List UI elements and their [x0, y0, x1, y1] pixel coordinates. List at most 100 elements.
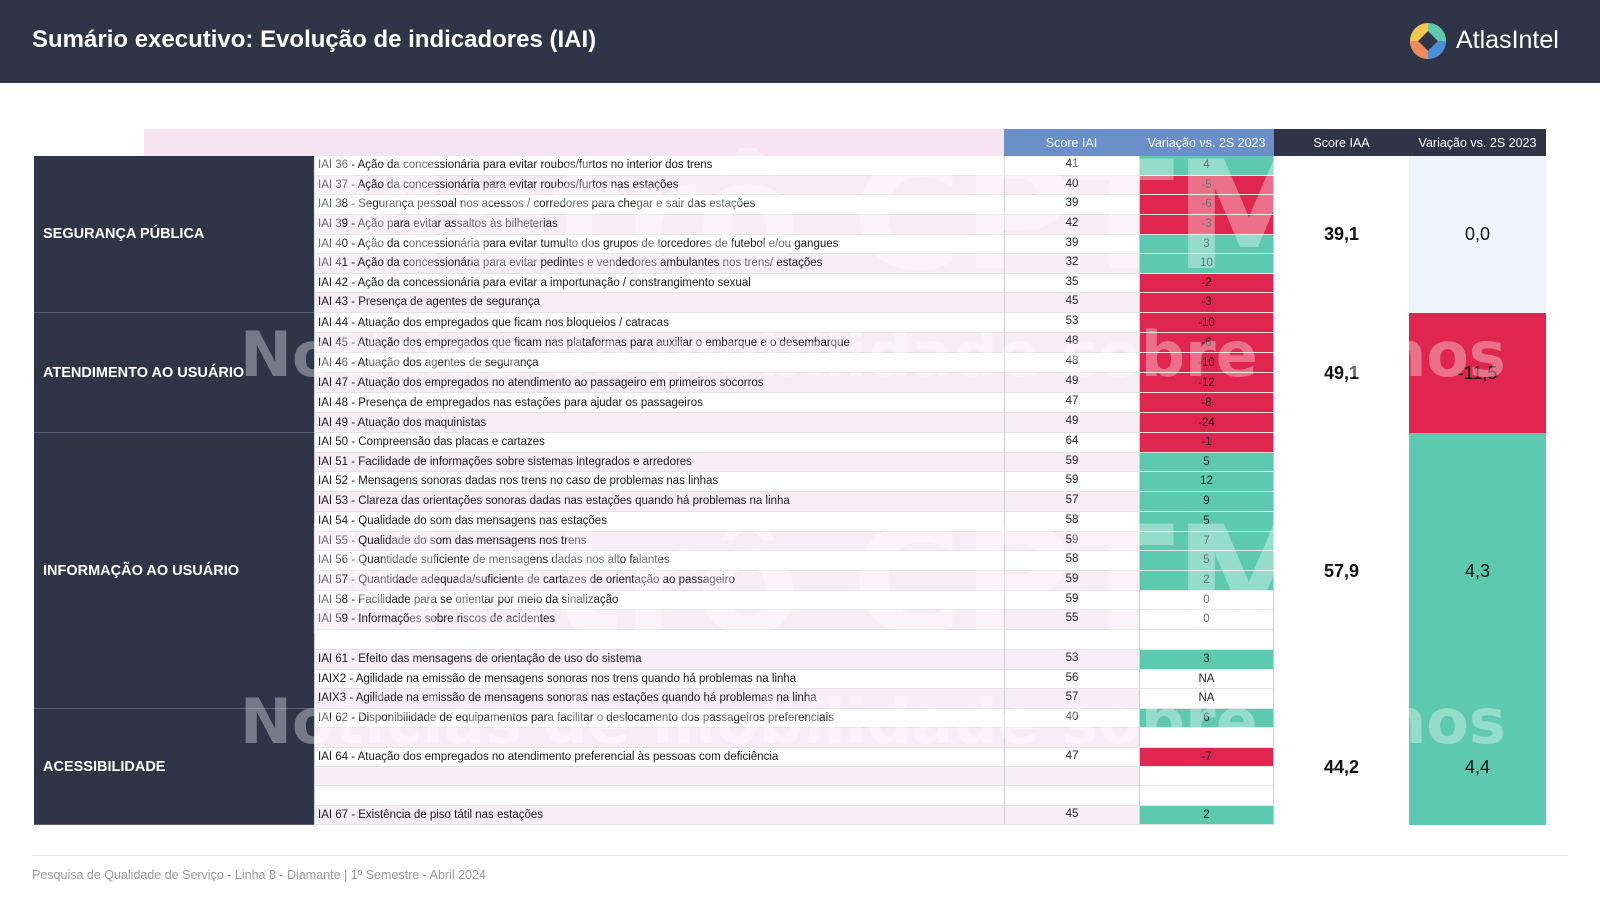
score-iai-cell: 47: [1004, 393, 1139, 413]
table-row: IAI 54 - Qualidade do som das mensagens …: [314, 511, 1274, 532]
table-row: IAI 39 - Ação para evitar assaltos às bi…: [314, 214, 1274, 235]
table-row: [314, 786, 1274, 806]
indicator-label: IAI 53 - Clareza das orientações sonoras…: [314, 492, 1004, 512]
section-label: ACESSIBILIDADE: [34, 709, 314, 825]
variacao-iai-cell: 5: [1139, 551, 1274, 571]
indicator-label: IAI 64 - Atuação dos empregados no atend…: [314, 747, 1004, 767]
indicator-label: IAI 58 - Facilidade para se orientar por…: [314, 590, 1004, 611]
indicator-label: IAI 48 - Presença de empregados nas esta…: [314, 393, 1004, 413]
score-iai-cell: [1004, 767, 1139, 787]
variacao-iai-cell: -3: [1139, 214, 1274, 235]
logo-text: AtlasIntel: [1456, 26, 1559, 54]
column-header-score-iaa: Score IAA: [1274, 129, 1409, 156]
score-iai-cell: 57: [1004, 492, 1139, 512]
table-row: IAI 40 - Ação da concessionária para evi…: [314, 234, 1274, 255]
table-row: [314, 728, 1274, 748]
score-iai-cell: 32: [1004, 254, 1139, 274]
table-row: IAI 38 - Segurança pessoal nos acessos /…: [314, 195, 1274, 215]
table-row: IAI 59 - Informações sobre riscos de aci…: [314, 610, 1274, 631]
indicator-label: IAI 40 - Ação da concessionária para evi…: [314, 234, 1004, 255]
score-iai-cell: 49: [1004, 413, 1139, 433]
score-iai-cell: 56: [1004, 669, 1139, 690]
score-iai-cell: 40: [1004, 709, 1139, 729]
score-iai-cell: 42: [1004, 214, 1139, 235]
variacao-iai-cell: -6: [1139, 333, 1274, 353]
variacao-iai-cell: -8: [1139, 393, 1274, 413]
score-iaa-cell: 44,2: [1274, 709, 1409, 825]
score-iai-cell: 59: [1004, 571, 1139, 591]
footer-text: Pesquisa de Qualidade de Serviço - Linha…: [32, 868, 486, 882]
header-bar: Sumário executivo: Evolução de indicador…: [0, 0, 1600, 83]
score-iai-cell: 45: [1004, 293, 1139, 313]
table-row: IAI 41 - Ação da concessionária para evi…: [314, 254, 1274, 274]
variacao-iai-cell: 7: [1139, 531, 1274, 552]
variacao-iai-cell: -1: [1139, 433, 1274, 453]
table-row: IAI 50 - Compreensão das placas e cartaz…: [314, 433, 1274, 453]
indicator-label: IAI 43 - Presença de agentes de seguranç…: [314, 293, 1004, 313]
table-row: IAI 37 - Ação da concessionária para evi…: [314, 175, 1274, 196]
table-row: IAI 44 - Atuação dos empregados que fica…: [314, 313, 1274, 333]
indicator-label: IAI 49 - Atuação dos maquinistas: [314, 413, 1004, 433]
indicator-label: IAI 54 - Qualidade do som das mensagens …: [314, 511, 1004, 532]
score-iai-cell: 45: [1004, 805, 1139, 825]
indicator-label: IAI 37 - Ação da concessionária para evi…: [314, 175, 1004, 196]
variacao-iai-cell: -5: [1139, 175, 1274, 196]
indicator-label: IAI 38 - Segurança pessoal nos acessos /…: [314, 195, 1004, 215]
variacao-iai-cell: [1139, 728, 1274, 748]
score-iai-cell: 58: [1004, 551, 1139, 571]
score-iai-cell: 59: [1004, 472, 1139, 493]
variacao-iai-cell: [1139, 786, 1274, 806]
score-iai-cell: [1004, 630, 1139, 650]
table-row: IAI 43 - Presença de agentes de seguranç…: [314, 293, 1274, 313]
table-row: IAI 51 - Facilidade de informações sobre…: [314, 452, 1274, 473]
indicator-label: IAI 47 - Atuação dos empregados no atend…: [314, 373, 1004, 393]
score-iai-cell: 58: [1004, 511, 1139, 532]
variacao-iai-cell: 0: [1139, 590, 1274, 611]
variacao-iai-cell: [1139, 767, 1274, 787]
table-row: [314, 767, 1274, 787]
score-iai-cell: 55: [1004, 610, 1139, 631]
score-iai-cell: [1004, 786, 1139, 806]
variacao-iai-cell: 10: [1139, 254, 1274, 274]
indicator-label: IAI 36 - Ação da concessionária para evi…: [314, 156, 1004, 176]
table-row: IAI 56 - Quantidade suficiente de mensag…: [314, 551, 1274, 571]
score-iaa-cell: 39,1: [1274, 156, 1409, 313]
table-row: IAI 55 - Qualidade do som das mensagens …: [314, 531, 1274, 552]
variacao-iaa-cell: 4,3: [1409, 433, 1546, 709]
table-row: IAI 52 - Mensagens sonoras dadas nos tre…: [314, 472, 1274, 493]
score-iai-cell: 53: [1004, 649, 1139, 670]
score-iai-cell: [1004, 728, 1139, 748]
score-iai-cell: 39: [1004, 195, 1139, 215]
indicator-label: IAI 52 - Mensagens sonoras dadas nos tre…: [314, 472, 1004, 493]
variacao-iai-cell: 9: [1139, 492, 1274, 512]
variacao-iai-cell: -2: [1139, 273, 1274, 294]
score-iaa-cell: 57,9: [1274, 433, 1409, 709]
indicator-label: IAI 51 - Facilidade de informações sobre…: [314, 452, 1004, 473]
header-spacer: [144, 129, 1004, 156]
indicator-label: IAIX3 - Agilidade na emissão de mensagen…: [314, 689, 1004, 709]
table-row: IAI 45 - Atuação dos empregados que fica…: [314, 333, 1274, 353]
score-iai-cell: 49: [1004, 373, 1139, 393]
table-row: IAI 64 - Atuação dos empregados no atend…: [314, 747, 1274, 767]
variacao-iaa-cell: -11,5: [1409, 313, 1546, 433]
indicator-label: [314, 728, 1004, 748]
variacao-iaa-cell: 4,4: [1409, 709, 1546, 825]
indicator-label: [314, 630, 1004, 650]
indicators-table: Score IAI Variação vs. 2S 2023 Score IAA…: [34, 129, 1551, 829]
indicator-label: IAI 44 - Atuação dos empregados que fica…: [314, 313, 1004, 333]
variacao-iai-cell: -3: [1139, 293, 1274, 313]
score-iai-cell: 59: [1004, 531, 1139, 552]
variacao-iai-cell: 12: [1139, 472, 1274, 493]
indicator-label: IAI 45 - Atuação dos empregados que fica…: [314, 333, 1004, 353]
variacao-iai-cell: 0: [1139, 610, 1274, 631]
table-row: [314, 630, 1274, 650]
score-iai-cell: 47: [1004, 747, 1139, 767]
indicator-label: IAI 56 - Quantidade suficiente de mensag…: [314, 551, 1004, 571]
indicator-label: IAI 62 - Disponibilidade de equipamentos…: [314, 709, 1004, 729]
table-row: IAI 53 - Clareza das orientações sonoras…: [314, 492, 1274, 512]
variacao-iai-cell: 2: [1139, 571, 1274, 591]
indicator-label: IAI 57 - Quantidade adequada/suficiente …: [314, 571, 1004, 591]
variacao-iai-cell: NA: [1139, 689, 1274, 709]
variacao-iai-cell: [1139, 630, 1274, 650]
footer-divider: [32, 855, 1568, 856]
